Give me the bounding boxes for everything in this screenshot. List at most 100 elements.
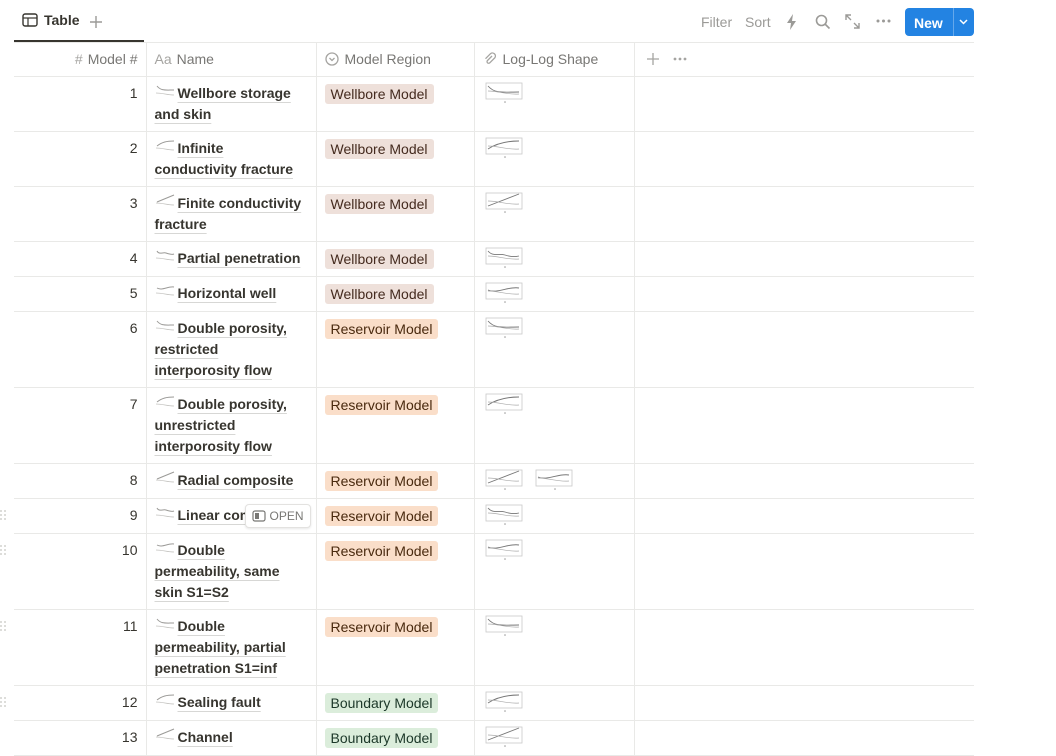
thumb-dot	[503, 301, 506, 303]
region-tag: Boundary Model	[324, 693, 439, 713]
row-name[interactable]: Channel	[177, 729, 233, 745]
shape-cell[interactable]	[473, 463, 634, 499]
table-row: 10 Double permeability, same skin S1=S2 Re…	[14, 533, 974, 610]
region-tag: Reservoir Model	[324, 471, 439, 491]
name-cell[interactable]: Double porosity, unrestricted interporos…	[145, 387, 316, 464]
shape-cell[interactable]	[473, 276, 634, 312]
region-cell[interactable]: Wellbore Model	[315, 131, 474, 187]
automation-button[interactable]	[786, 14, 798, 30]
empty-cell	[633, 186, 974, 242]
row-name[interactable]: Finite conductivity fracture	[154, 195, 302, 232]
name-cell[interactable]: Double permeability, same skin S1=S2	[145, 533, 316, 610]
column-header[interactable]: Log-Log Shape	[473, 42, 634, 77]
handle-dot	[0, 621, 2, 623]
name-cell[interactable]: Horizontal well	[145, 276, 316, 312]
thumb-curve	[487, 623, 519, 628]
shape-cell[interactable]	[473, 609, 634, 686]
row-name[interactable]: Radial composite	[177, 472, 294, 488]
region-cell[interactable]: Wellbore Model	[315, 276, 474, 312]
row-name[interactable]: Sealing fault	[177, 694, 261, 710]
filter-button[interactable]: Filter	[701, 14, 733, 30]
new-dropdown[interactable]	[953, 8, 974, 36]
icon-shape	[156, 543, 174, 547]
thumb-dot	[503, 156, 506, 158]
region-cell[interactable]: Reservoir Model	[315, 463, 474, 499]
row-name[interactable]: Infinite conductivity fracture	[154, 140, 293, 177]
log-log-thumbnail	[485, 137, 522, 158]
column-icon: #	[74, 51, 83, 67]
column-label: Model Region	[344, 51, 431, 67]
drag-handle[interactable]	[0, 544, 8, 556]
row-name[interactable]: Double porosity, restricted interporosit…	[154, 320, 287, 378]
shape-cell[interactable]	[473, 387, 634, 464]
icon-shape	[155, 625, 174, 629]
name-cell[interactable]: Radial composite	[145, 463, 316, 499]
name-cell[interactable]: Wellbore storage and skin	[145, 76, 316, 132]
thumb-curve	[487, 287, 519, 292]
region-cell[interactable]: Boundary Model	[315, 720, 474, 756]
region-cell[interactable]: Reservoir Model	[315, 311, 474, 388]
thumb-curve	[487, 401, 519, 406]
shape-cell[interactable]	[473, 533, 634, 610]
search-button[interactable]	[815, 14, 831, 30]
drag-handle[interactable]	[0, 620, 8, 632]
shape-cell[interactable]	[473, 241, 634, 277]
icon-shape	[156, 396, 174, 403]
shape-cell[interactable]	[473, 186, 634, 242]
icon-shape	[156, 286, 174, 290]
new-button[interactable]: New	[905, 8, 974, 36]
icon-shape	[155, 514, 174, 518]
region-cell[interactable]: Boundary Model	[315, 685, 474, 721]
region-cell[interactable]: Reservoir Model	[315, 498, 474, 534]
row-name[interactable]: Horizontal well	[177, 285, 277, 301]
shape-cell[interactable]	[473, 685, 634, 721]
column-header[interactable]: Aa Name	[145, 42, 316, 77]
add-column[interactable]	[646, 52, 707, 66]
name-cell[interactable]: Double permeability, partial penetration…	[145, 609, 316, 686]
column-header[interactable]: Model Region	[315, 42, 474, 77]
region-cell[interactable]: Reservoir Model	[315, 387, 474, 464]
row-name[interactable]: Partial penetration	[177, 250, 301, 266]
handle-dot	[0, 514, 2, 516]
name-cell[interactable]: Partial penetration	[145, 241, 316, 277]
region-cell[interactable]: Wellbore Model	[315, 186, 474, 242]
region-cell[interactable]: Reservoir Model	[315, 533, 474, 610]
new-button-label: New	[914, 15, 943, 31]
region-cell[interactable]: Reservoir Model	[315, 609, 474, 686]
thumb-dot	[553, 488, 556, 490]
row-name[interactable]: Double permeability, partial penetration…	[154, 618, 286, 676]
row-name[interactable]: Double porosity, unrestricted interporos…	[154, 396, 287, 454]
row-name[interactable]: Wellbore storage and skin	[154, 85, 291, 122]
name-cell[interactable]: Sealing fault	[145, 685, 316, 721]
name-cell[interactable]: Finite conductivity fracture	[145, 186, 316, 242]
name-cell[interactable]: Infinite conductivity fracture	[145, 131, 316, 187]
expand-button[interactable]	[845, 14, 860, 29]
icon-shape	[155, 92, 174, 96]
icon-shape	[251, 510, 266, 522]
shape-cell[interactable]	[473, 720, 634, 756]
name-cell[interactable]: Channel	[145, 720, 316, 756]
sort-button[interactable]: Sort	[745, 14, 771, 30]
shape-cell[interactable]	[473, 311, 634, 388]
shape-cell[interactable]	[473, 131, 634, 187]
add-view[interactable]	[89, 15, 103, 29]
column-header[interactable]: # Model #	[14, 42, 146, 77]
name-cell[interactable]: Double porosity, restricted interporosit…	[145, 311, 316, 388]
region-cell[interactable]: Wellbore Model	[315, 241, 474, 277]
empty-cell	[633, 498, 974, 534]
region-cell[interactable]: Wellbore Model	[315, 76, 474, 132]
shape-cell[interactable]	[473, 76, 634, 132]
shape-cell[interactable]	[473, 498, 634, 534]
icon-shape	[156, 728, 174, 737]
more-button[interactable]	[876, 19, 891, 23]
name-cell[interactable]: Linear composite OPEN	[145, 498, 316, 534]
model-number: 2	[14, 131, 146, 187]
drag-handle[interactable]	[0, 696, 8, 708]
drag-handle[interactable]	[0, 509, 8, 521]
log-log-thumbnail	[485, 504, 522, 525]
thumb-frame	[485, 317, 522, 335]
open-button[interactable]: OPEN	[244, 504, 311, 528]
row-name[interactable]: Double permeability, same skin S1=S2	[154, 542, 280, 600]
page-icon	[155, 320, 174, 331]
view-tab[interactable]: Table	[22, 12, 80, 28]
